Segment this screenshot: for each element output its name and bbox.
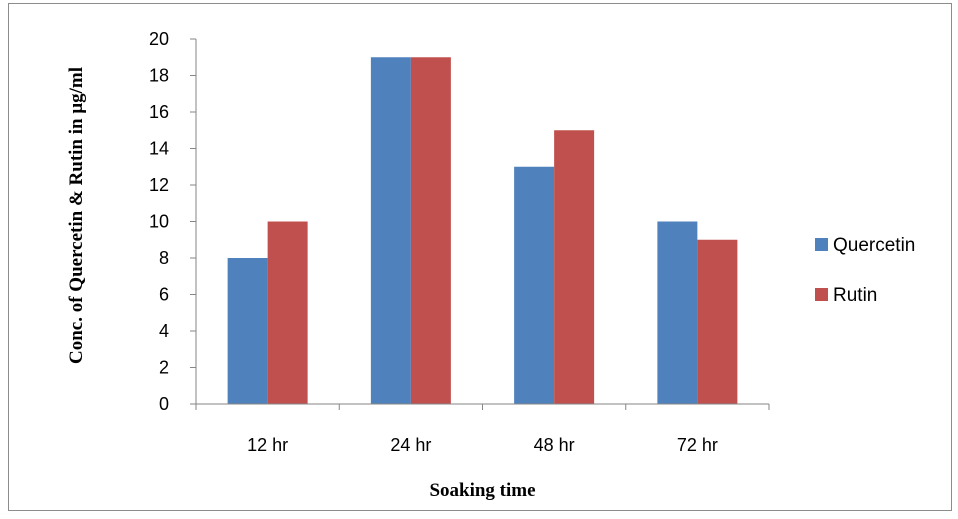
legend: Quercetin Rutin [815,235,915,306]
chart-frame [8,3,952,511]
legend-swatch-quercetin [815,238,828,251]
y-axis-title: Conc. of Quercetin & Rutin in μg/ml [66,67,87,364]
legend-label-rutin: Rutin [833,285,877,306]
y-tick-label: 16 [149,102,169,122]
y-tick-label: 6 [159,285,169,305]
y-tick-label: 4 [159,321,169,341]
bar-rutin-48hr [554,130,595,404]
y-tick-label: 20 [149,29,169,49]
bar-quercetin-48hr [514,166,555,404]
y-tick-label: 10 [149,212,169,232]
y-tick-label: 12 [149,175,169,195]
legend-swatch-rutin [815,288,828,301]
bar-quercetin-12hr [227,258,268,404]
bar-quercetin-72hr [657,221,698,404]
x-tick-label: 24 hr [390,435,431,455]
x-axis-ticks: 12 hr 24 hr 48 hr 72 hr [195,404,770,455]
bar-rutin-12hr [267,221,308,404]
y-tick-label: 2 [159,358,169,378]
x-tick-label: 12 hr [247,435,288,455]
x-tick-label: 72 hr [677,435,718,455]
bar-quercetin-24hr [370,57,411,404]
y-tick-label: 14 [149,139,169,159]
y-tick-label: 0 [159,394,169,414]
bars [227,57,738,404]
y-tick-label: 8 [159,248,169,268]
bar-rutin-72hr [697,239,738,404]
bar-rutin-24hr [410,57,451,404]
x-tick-label: 48 hr [534,435,575,455]
legend-label-quercetin: Quercetin [833,235,915,256]
x-axis-title: Soaking time [429,480,535,501]
y-tick-label: 18 [149,66,169,86]
y-axis-ticks: 0 2 4 6 8 10 12 14 16 18 20 [149,29,196,414]
